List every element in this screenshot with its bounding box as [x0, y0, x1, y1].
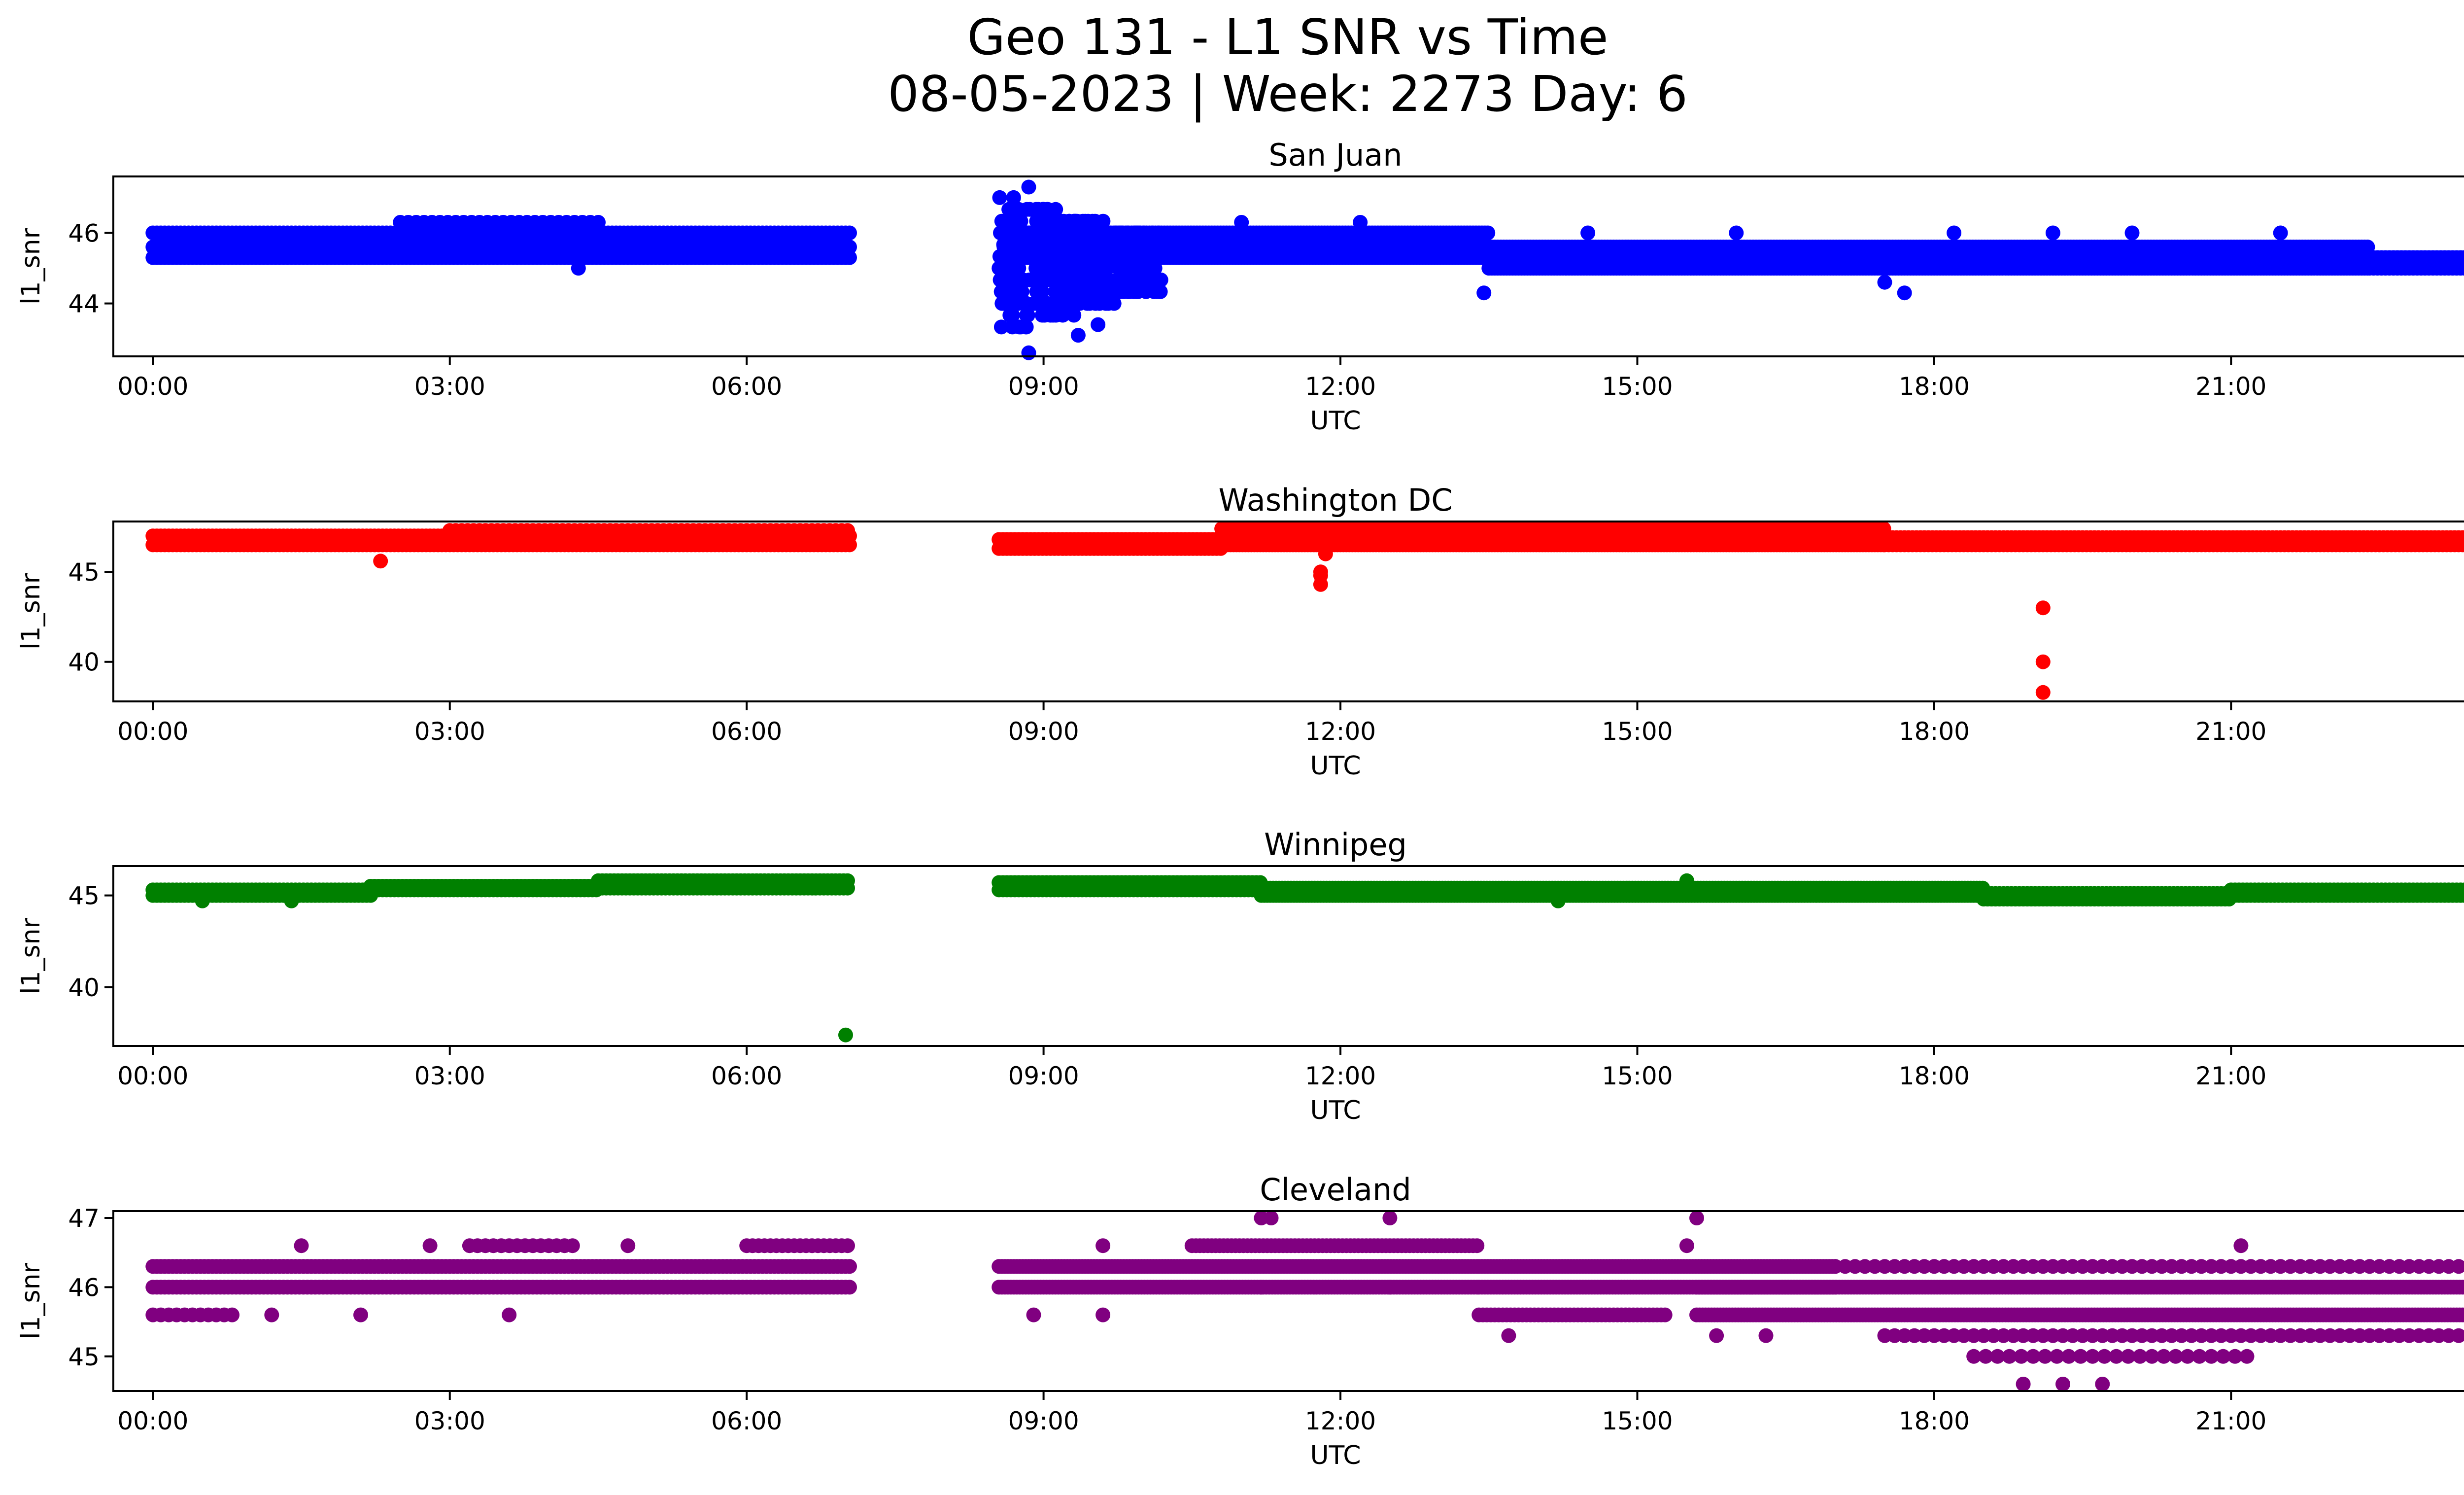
data-point	[1147, 237, 1163, 252]
data-point	[1014, 225, 1029, 241]
data-point	[1117, 249, 1132, 264]
data-point	[1066, 213, 1082, 229]
data-point	[1580, 225, 1596, 241]
y-tick-label: 45	[68, 558, 100, 587]
y-tick-label: 44	[68, 290, 100, 318]
data-point	[571, 261, 586, 276]
data-point	[1008, 202, 1024, 217]
x-tick-label: 15:00	[1602, 717, 1673, 746]
data-point	[1021, 345, 1036, 360]
data-point	[1048, 308, 1063, 323]
data-point	[1153, 284, 1168, 299]
data-point	[1729, 225, 1744, 241]
data-point	[842, 240, 857, 255]
y-tick-label: 46	[68, 219, 100, 248]
x-tick-label: 03:00	[414, 372, 485, 401]
subplot-title: Winnipeg	[1264, 827, 1407, 863]
data-point	[1066, 284, 1082, 299]
data-point	[2035, 685, 2051, 700]
x-tick-label: 15:00	[1602, 372, 1673, 401]
data-point	[1029, 249, 1044, 264]
x-tick-label: 03:00	[414, 717, 485, 746]
data-points	[145, 179, 2464, 360]
x-tick-label: 06:00	[711, 372, 782, 401]
data-point	[1313, 564, 1328, 580]
data-point	[2124, 225, 2140, 241]
data-point	[1014, 284, 1029, 299]
data-point	[1080, 261, 1095, 276]
subplot-title: Washington DC	[1218, 482, 1452, 518]
x-tick-label: 21:00	[2195, 717, 2266, 746]
x-tick-label: 21:00	[2195, 372, 2266, 401]
data-point	[840, 523, 855, 538]
x-axis-label: UTC	[1310, 406, 1361, 436]
data-point	[1897, 285, 1912, 301]
data-point	[591, 215, 606, 230]
data-point	[1877, 275, 1892, 290]
y-axis-label: l1_snr	[16, 228, 46, 305]
data-point	[1121, 284, 1136, 299]
data-point	[1060, 249, 1075, 264]
data-point	[373, 554, 388, 569]
data-point	[1032, 296, 1047, 311]
data-point	[1050, 261, 1065, 276]
subplot-title: San Juan	[1268, 137, 1402, 173]
data-point	[996, 292, 1012, 308]
data-point	[1476, 285, 1492, 301]
data-point	[1234, 215, 1249, 230]
x-tick-label: 09:00	[1008, 717, 1079, 746]
figure-title-line2: 08-05-2023 | Week: 2273 Day: 6	[888, 65, 1687, 123]
x-axis-label: UTC	[1310, 751, 1361, 781]
data-point	[1353, 215, 1368, 230]
data-point	[842, 225, 857, 241]
data-point	[2035, 654, 2051, 669]
data-point	[992, 249, 1007, 264]
data-point	[1070, 328, 1086, 343]
data-point	[993, 319, 1009, 335]
subplot-1: San Juan 00:00 03:00 06:00 09:00 12:00 15:00 18…	[16, 137, 2464, 436]
y-axis-label: l1_snr	[16, 573, 46, 650]
data-point	[2273, 225, 2288, 241]
data-point	[1096, 225, 1112, 241]
x-tick-label: 00:00	[117, 372, 188, 401]
y-tick-label: 40	[68, 648, 100, 677]
x-tick-label: 12:00	[1305, 372, 1376, 401]
data-point	[1947, 225, 1962, 241]
data-point	[1021, 179, 1036, 195]
x-tick-label: 18:00	[1899, 717, 1970, 746]
figure-title-line1: Geo 131 - L1 SNR vs Time	[967, 8, 1608, 66]
x-tick-label: 18:00	[1899, 372, 1970, 401]
data-point	[2035, 600, 2051, 616]
data-point	[1091, 317, 1106, 332]
data-point	[1318, 546, 1333, 561]
data-point	[1054, 225, 1069, 241]
data-point	[2045, 225, 2060, 241]
data-point	[1030, 213, 1045, 229]
x-tick-label: 00:00	[117, 717, 188, 746]
data-point	[840, 873, 855, 888]
data-point	[1085, 213, 1100, 229]
data-point	[1012, 319, 1027, 335]
data-point	[1480, 225, 1496, 241]
data-point	[1135, 249, 1151, 264]
x-tick-label: 12:00	[1305, 717, 1376, 746]
data-point	[1099, 284, 1114, 299]
x-tick-label: 09:00	[1008, 372, 1079, 401]
data-point	[992, 190, 1007, 205]
x-tick-label: 06:00	[711, 717, 782, 746]
